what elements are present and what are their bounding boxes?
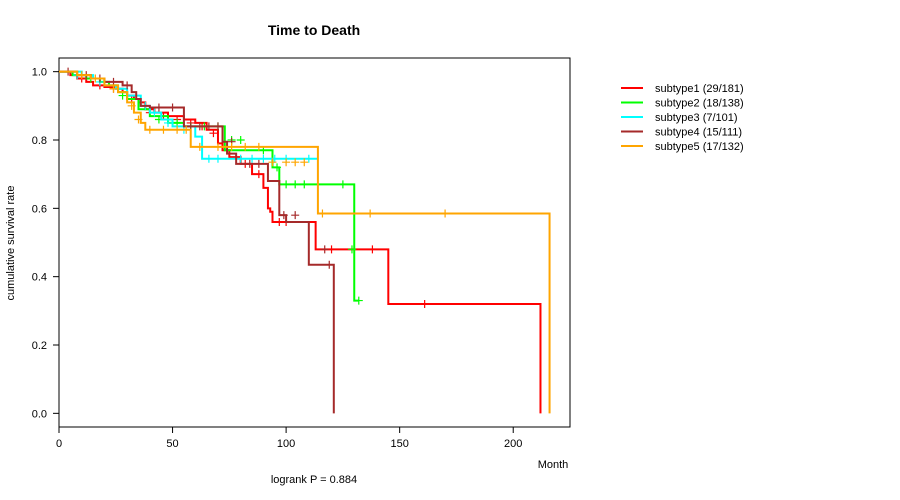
y-axis: 0.0 0.2 0.4 0.6 0.8 1.0 — [32, 67, 59, 420]
x-axis-label: Month — [538, 459, 569, 471]
censor-mark — [145, 125, 154, 134]
censor-mark — [123, 81, 132, 90]
censor-mark — [420, 300, 429, 308]
censor-mark — [168, 103, 177, 112]
chart-title: Time to Death — [268, 22, 360, 38]
censor-mark — [154, 103, 163, 112]
censor-mark — [213, 122, 222, 131]
censor-mark — [282, 180, 291, 189]
censor-mark — [209, 129, 218, 138]
censor-mark — [279, 211, 288, 220]
series-1 — [59, 70, 542, 414]
censor-mark — [227, 142, 236, 151]
censor-mark — [259, 154, 268, 163]
censor-mark — [213, 154, 222, 163]
survival-curves — [59, 67, 551, 414]
plot-frame — [58, 57, 571, 428]
censor-mark — [204, 154, 213, 163]
y-tick-label: 0.0 — [32, 408, 47, 420]
censor-mark — [127, 101, 136, 110]
censor-mark — [245, 159, 254, 168]
censor-mark — [248, 154, 257, 163]
y-tick-label: 0.2 — [32, 340, 47, 352]
survival-line — [59, 70, 551, 414]
censor-mark — [268, 158, 277, 167]
legend-label: subtype3 (7/101) — [655, 112, 738, 124]
series-5 — [59, 70, 551, 414]
legend-label: subtype2 (18/138) — [655, 98, 744, 110]
censor-mark — [236, 154, 245, 163]
censor-mark — [366, 209, 375, 218]
censor-mark — [300, 158, 309, 167]
x-tick-label: 200 — [504, 438, 522, 450]
legend: subtype1 (29/181) subtype2 (18/138) subtyp… — [621, 83, 744, 153]
legend-label: subtype5 (17/132) — [655, 141, 744, 153]
x-tick-label: 50 — [166, 438, 178, 450]
censor-mark — [91, 74, 100, 83]
y-tick-label: 0.8 — [32, 135, 47, 147]
censor-mark — [304, 154, 313, 163]
censor-mark — [273, 163, 282, 172]
survival-line — [59, 70, 542, 414]
y-tick-label: 1.0 — [32, 67, 47, 79]
x-tick-label: 100 — [277, 438, 295, 450]
censor-mark — [236, 136, 245, 144]
censor-mark — [254, 159, 263, 168]
legend-label: subtype1 (29/181) — [655, 83, 744, 95]
censor-mark — [254, 170, 263, 179]
censor-mark — [441, 209, 450, 218]
y-axis-label: cumulative survival rate — [5, 186, 17, 301]
censor-mark — [327, 245, 336, 254]
censor-mark — [150, 108, 159, 117]
censor-mark — [318, 209, 327, 218]
censor-mark — [241, 142, 250, 151]
series-4 — [59, 67, 335, 414]
censor-mark — [320, 245, 329, 254]
censor-mark — [300, 180, 309, 189]
censor-mark — [159, 125, 168, 134]
censor-mark — [325, 260, 334, 269]
censor-mark — [182, 125, 191, 134]
censor-mark — [338, 180, 347, 189]
censor-mark — [134, 115, 143, 124]
censor-mark — [354, 296, 363, 305]
censor-mark — [275, 218, 284, 226]
censor-mark — [109, 84, 118, 93]
censor-mark — [195, 122, 204, 131]
censor-mark — [77, 71, 86, 80]
censor-mark — [173, 125, 182, 134]
censor-mark — [291, 180, 300, 189]
survival-line — [59, 70, 359, 302]
x-tick-label: 0 — [56, 438, 62, 450]
censor-mark — [204, 122, 213, 131]
censor-mark — [291, 211, 300, 220]
censor-mark — [213, 142, 222, 151]
legend-label: subtype4 (15/111) — [655, 127, 742, 139]
censor-mark — [164, 118, 173, 127]
censor-mark — [368, 245, 377, 254]
logrank-annotation: logrank P = 0.884 — [271, 474, 357, 486]
censor-mark — [254, 142, 263, 151]
censor-mark — [282, 158, 291, 167]
x-axis: 0 50 100 150 200 — [56, 427, 522, 450]
censor-mark — [347, 245, 356, 254]
censor-mark — [195, 142, 204, 151]
x-tick-label: 150 — [390, 438, 408, 450]
y-tick-label: 0.6 — [32, 203, 47, 215]
censor-mark — [291, 158, 300, 167]
y-tick-label: 0.4 — [32, 272, 47, 284]
